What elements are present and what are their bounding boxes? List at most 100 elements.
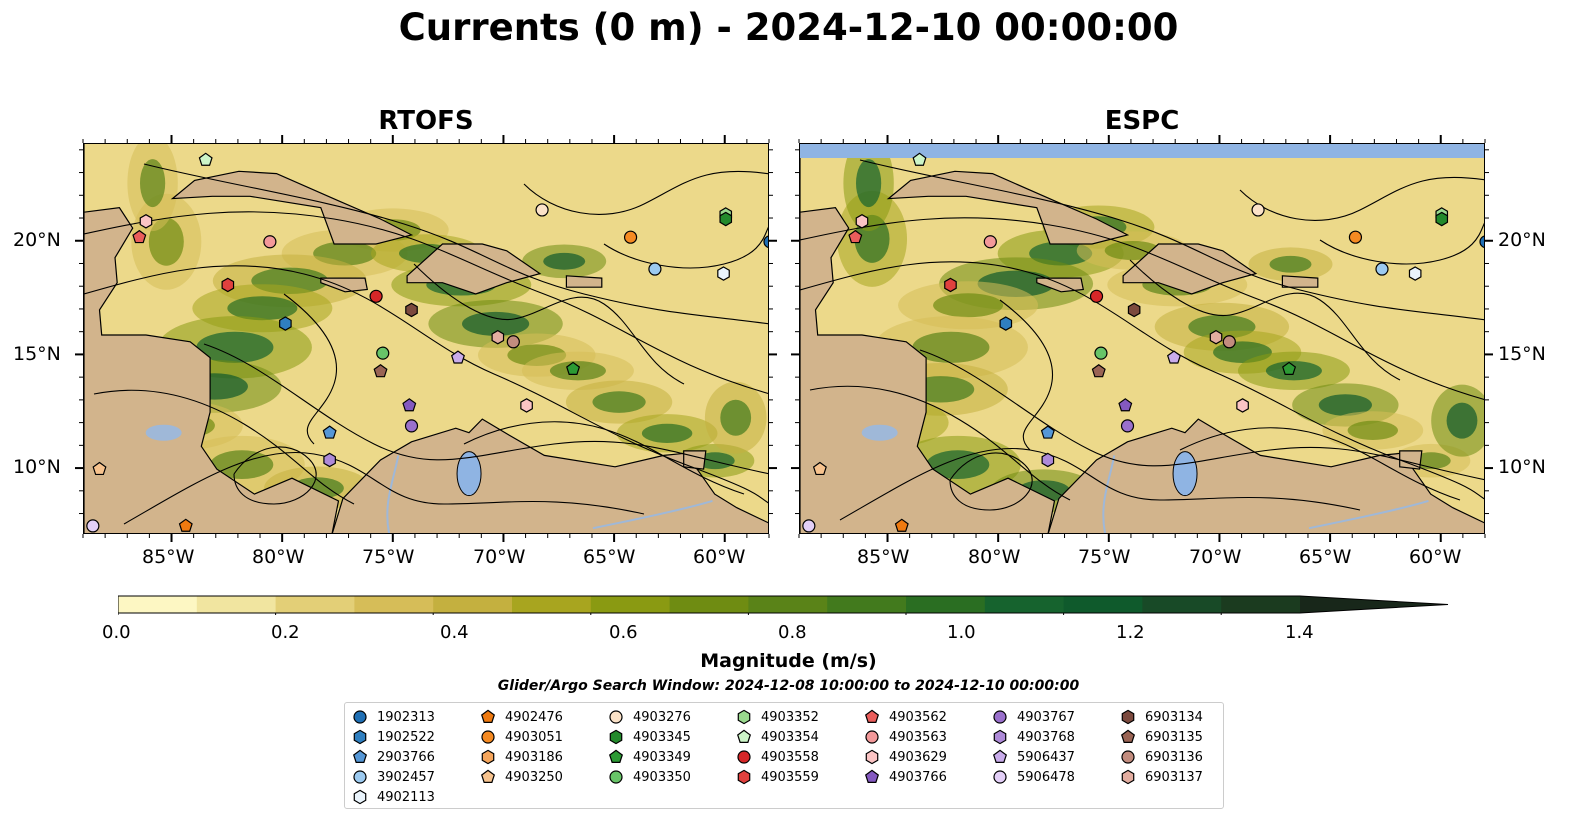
float-marker-4903629[interactable] [520,398,533,413]
float-marker-4903345[interactable] [1435,211,1449,227]
float-marker-4903563[interactable] [263,235,277,249]
float-marker-4903354[interactable] [198,152,213,166]
float-marker-6903136[interactable] [1222,335,1236,349]
legend-label: 4903186 [505,749,563,765]
float-marker-4903768[interactable] [1041,452,1055,468]
map-canvas-rtofs [84,144,769,533]
float-marker-4903051[interactable] [623,230,638,244]
legend-marker-4903629 [865,749,879,765]
legend-marker-icon [737,709,751,725]
streamline [1239,176,1484,221]
float-marker-1902313[interactable] [1479,235,1485,249]
float-marker-4903349[interactable] [1282,361,1297,375]
legend-item-4903767: 4903767 [991,707,1075,727]
float-marker-4902476[interactable] [178,518,193,532]
float-marker-4903766[interactable] [1118,398,1133,412]
float-marker-4903349[interactable] [566,361,581,375]
legend-marker-4903558 [737,750,751,764]
float-marker-4902113[interactable] [717,266,730,281]
legend-label: 4903250 [505,769,563,785]
map-panel-espc[interactable] [799,143,1485,534]
float-marker-1902522[interactable] [279,316,292,331]
float-marker-4903629[interactable] [1236,398,1249,413]
float-marker-4903562[interactable] [848,229,863,244]
float-marker-4903250[interactable] [812,461,827,476]
float-marker-1902313[interactable] [763,235,769,249]
float-marker-5906437[interactable] [450,350,465,364]
float-marker-4903250[interactable] [92,461,107,476]
colorbar [117,595,1458,619]
float-marker-4903768[interactable] [323,452,336,468]
float-marker-5906478[interactable] [86,519,100,533]
float-marker-4903051[interactable] [1348,230,1363,244]
legend-marker-4903563 [865,730,879,744]
float-markers [86,152,769,533]
streamline [800,261,1484,500]
legend-marker-icon [737,729,751,743]
float-marker-4903558[interactable] [1089,289,1104,303]
legend-marker-icon [609,749,623,763]
legend-marker-icon [865,709,879,723]
legend-label: 4903276 [633,709,691,725]
streamline [143,163,768,325]
legend-item-6903135: 6903135 [1119,727,1203,747]
float-marker-4903563[interactable] [983,235,997,249]
float-marker-4902476[interactable] [894,518,909,532]
float-marker-4903766[interactable] [402,398,417,412]
float-marker-5906437[interactable] [1166,350,1181,364]
lon-tick-85w: 85°W [142,546,195,568]
float-marker-4903276[interactable] [535,203,549,217]
float-marker-4903559[interactable] [221,277,235,293]
float-marker-3902457[interactable] [1375,262,1389,276]
legend-marker-4903559 [737,769,751,785]
legend-marker-4902113 [353,789,367,805]
streamline [123,451,645,525]
legend-marker-icon [865,749,879,765]
float-marker-6903135[interactable] [1091,363,1106,378]
float-marker-2903766[interactable] [1040,425,1055,439]
float-marker-6903137[interactable] [1209,329,1223,345]
legend-label: 4903345 [633,729,691,745]
colorbar-tick-3: 0.6 [609,622,638,643]
float-marker-6903137[interactable] [491,329,505,345]
legend-marker-5906437 [993,749,1007,763]
float-marker-4903276[interactable] [1251,203,1265,217]
legend-item-4903563: 4903563 [863,727,947,747]
colorbar-segment [906,596,986,613]
float-marker-6903134[interactable] [1127,302,1141,318]
float-marker-6903136[interactable] [506,335,520,349]
legend-marker-5906478 [993,770,1007,784]
float-marker-4903562[interactable] [132,229,147,244]
land-polygon [170,170,414,245]
float-marker-4903558[interactable] [369,289,383,303]
legend-marker-icon [609,729,623,745]
float-marker-6903135[interactable] [373,363,388,378]
legend-label: 4903559 [761,769,819,785]
float-marker-4903767[interactable] [1120,419,1135,433]
figure-title: Currents (0 m) - 2024-12-10 00:00:00 [398,6,1179,49]
float-marker-4903629[interactable] [855,213,869,229]
float-marker-4902113[interactable] [1408,266,1422,281]
float-marker-4903350[interactable] [1094,346,1108,360]
float-marker-4903350[interactable] [376,346,390,360]
streamline [93,389,355,505]
float-marker-4903559[interactable] [944,277,957,293]
float-marker-1902522[interactable] [999,316,1013,331]
float-marker-3902457[interactable] [648,262,662,276]
float-marker-4903354[interactable] [912,152,927,166]
float-marker-4903767[interactable] [404,419,419,433]
float-marker-5906478[interactable] [802,519,816,533]
legend-marker-4903186 [481,749,495,765]
legend-item-4903559: 4903559 [735,767,819,787]
legend-item-4903276: 4903276 [607,707,691,727]
lon-tick-75w: 75°W [1078,546,1131,568]
float-marker-4903345[interactable] [719,211,733,227]
float-marker-2903766[interactable] [322,425,337,439]
legend-marker-icon [353,710,367,724]
lake-nicaragua [145,424,182,441]
float-marker-4903629[interactable] [139,213,153,229]
magnitude-patch [720,399,752,436]
colorbar-tick-7: 1.4 [1285,622,1314,643]
map-panel-rtofs[interactable] [83,143,769,534]
float-marker-6903134[interactable] [405,302,418,318]
